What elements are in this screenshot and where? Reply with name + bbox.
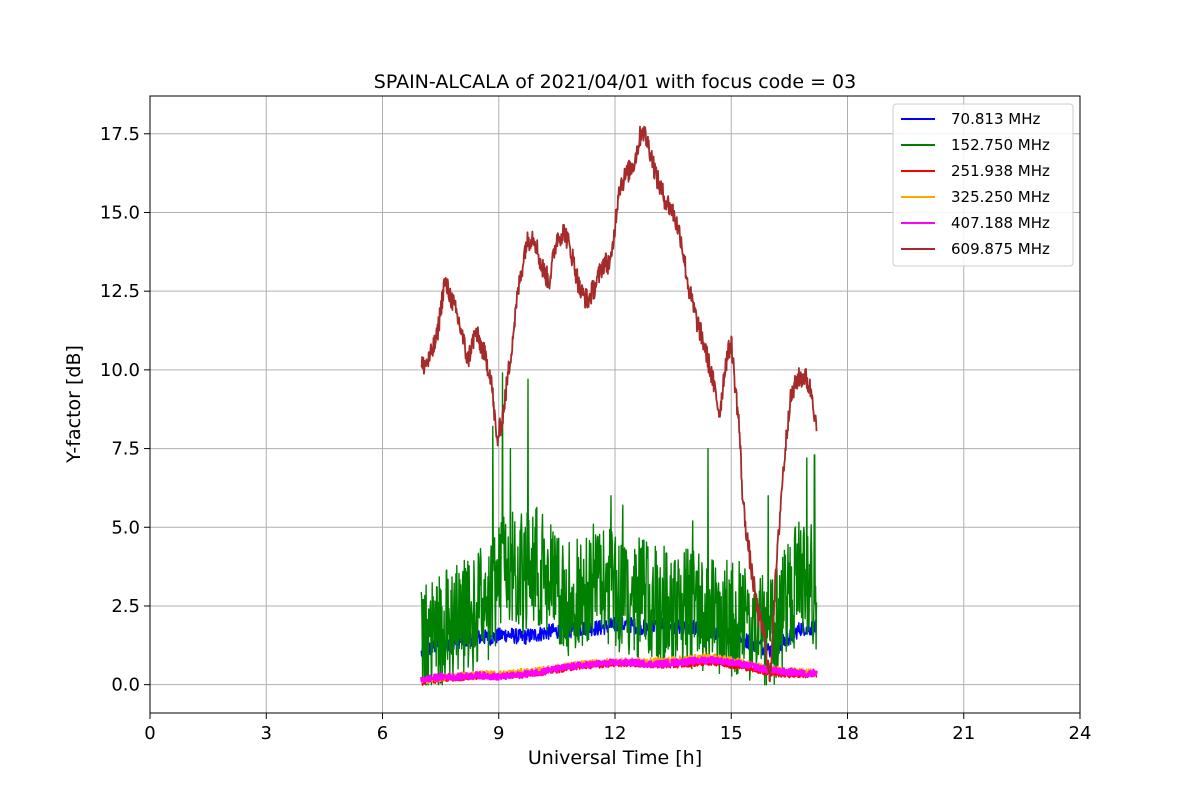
y-tick-label: 7.5 (111, 439, 140, 460)
y-tick-label: 0.0 (111, 675, 140, 696)
y-tick-label: 15.0 (100, 202, 140, 223)
chart-title: SPAIN-ALCALA of 2021/04/01 with focus co… (374, 71, 856, 93)
legend-entry: 609.875 MHz (951, 240, 1050, 258)
x-tick-label: 6 (377, 723, 388, 744)
legend-entry: 325.250 MHz (951, 188, 1050, 206)
x-tick-label: 21 (952, 723, 975, 744)
ticks: 0 3 6 9 12 15 18 21 24 0.0 2.5 5.0 7.5 10.0 12.5 15.0 17… (100, 124, 1092, 744)
legend-entry: 251.938 MHz (951, 162, 1050, 180)
series-layer (420, 125, 818, 686)
legend-entry: 152.750 MHz (951, 136, 1050, 154)
x-tick-label: 24 (1069, 723, 1092, 744)
y-tick-label: 5.0 (111, 517, 140, 538)
x-tick-label: 12 (604, 723, 627, 744)
y-tick-label: 10.0 (100, 360, 140, 381)
x-tick-label: 9 (493, 723, 504, 744)
x-tick-label: 15 (720, 723, 743, 744)
y-tick-label: 12.5 (100, 281, 140, 302)
series-line (420, 125, 818, 683)
legend-entry: 70.813 MHz (951, 110, 1040, 128)
legend-box (892, 103, 1074, 267)
y-tick-label: 2.5 (111, 596, 140, 617)
legend: 70.813 MHz 152.750 MHz 251.938 MHz 325.250 … (892, 103, 1074, 267)
y-tick-label: 17.5 (100, 124, 140, 145)
x-tick-label: 18 (836, 723, 859, 744)
x-tick-label: 0 (144, 723, 155, 744)
legend-entry: 407.188 MHz (951, 214, 1050, 232)
x-axis-label: Universal Time [h] (528, 747, 702, 769)
x-tick-label: 3 (261, 723, 272, 744)
series-line (420, 655, 818, 684)
y-axis-label: Y-factor [dB] (63, 345, 85, 464)
